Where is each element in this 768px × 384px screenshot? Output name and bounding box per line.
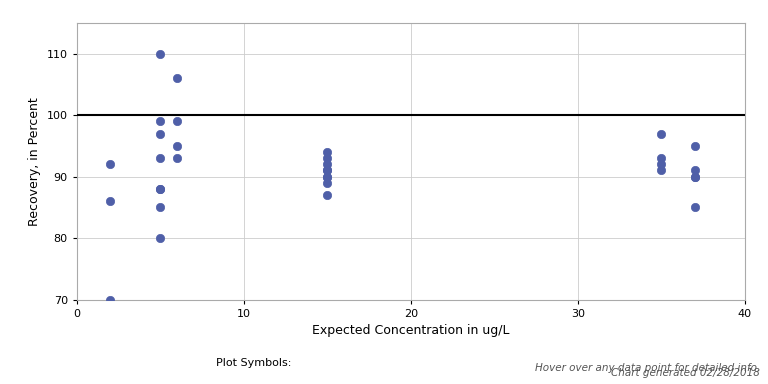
Point	[689, 167, 701, 174]
Point	[171, 75, 184, 81]
Point	[104, 296, 117, 303]
Y-axis label: Recovery, in Percent: Recovery, in Percent	[28, 97, 41, 226]
Point	[321, 167, 333, 174]
Point	[154, 131, 167, 137]
Point	[154, 204, 167, 210]
Point	[655, 131, 667, 137]
Point	[154, 186, 167, 192]
Point	[154, 155, 167, 161]
Point	[321, 174, 333, 180]
Point	[104, 161, 117, 167]
Point	[154, 118, 167, 124]
Point	[321, 149, 333, 155]
Text: Chart generated 02/28/2018: Chart generated 02/28/2018	[611, 368, 760, 378]
Point	[321, 180, 333, 186]
Point	[154, 186, 167, 192]
Text: Plot Symbols:: Plot Symbols:	[217, 358, 292, 368]
Point	[321, 174, 333, 180]
Point	[171, 118, 184, 124]
Point	[655, 161, 667, 167]
Point	[154, 51, 167, 57]
Text: Hover over any data point for detailed info.: Hover over any data point for detailed i…	[535, 363, 760, 373]
X-axis label: Expected Concentration in ug/L: Expected Concentration in ug/L	[312, 324, 510, 337]
Point	[689, 143, 701, 149]
Point	[104, 198, 117, 204]
Point	[689, 174, 701, 180]
Point	[655, 167, 667, 174]
Point	[689, 174, 701, 180]
Point	[689, 204, 701, 210]
Point	[171, 143, 184, 149]
Point	[655, 155, 667, 161]
Point	[154, 235, 167, 241]
Point	[321, 155, 333, 161]
Point	[321, 167, 333, 174]
Point	[171, 155, 184, 161]
Point	[321, 192, 333, 198]
Point	[321, 161, 333, 167]
